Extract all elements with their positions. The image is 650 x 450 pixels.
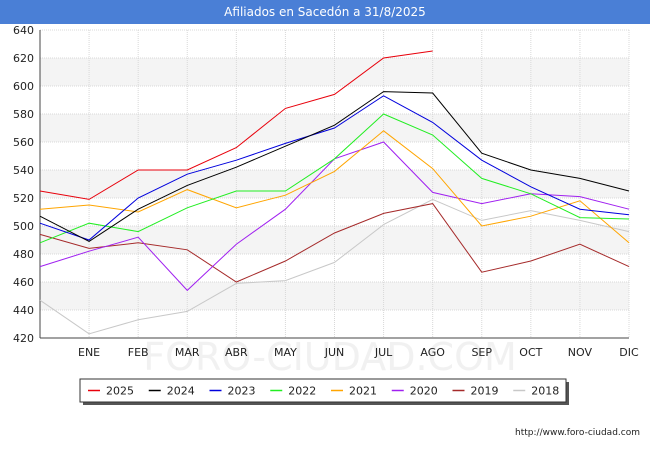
y-tick-label: 600: [13, 80, 34, 93]
y-tick-label: 420: [13, 332, 34, 345]
x-tick-label: AGO: [420, 346, 445, 359]
x-tick-label: OCT: [519, 346, 542, 359]
series-line-2023: [39, 95, 630, 241]
legend-label-2019: 2019: [471, 385, 499, 398]
legend-label-2023: 2023: [228, 385, 256, 398]
x-tick-label: JUL: [374, 346, 393, 359]
x-tick-label: SEP: [471, 346, 492, 359]
x-tick-label: ABR: [225, 346, 248, 359]
legend-label-2024: 2024: [167, 385, 195, 398]
series-line-2019: [39, 203, 630, 283]
y-tick-label: 540: [13, 164, 34, 177]
series-line-2024: [39, 91, 630, 242]
y-tick-label: 520: [13, 192, 34, 205]
source-credit: http://www.foro-ciudad.com: [515, 428, 640, 438]
series-line-2018: [39, 198, 630, 335]
x-tick-label: JUN: [324, 346, 345, 359]
y-tick-label: 500: [13, 220, 34, 233]
x-tick-label: ENE: [78, 346, 100, 359]
legend-label-2020: 2020: [410, 385, 438, 398]
y-tick-label: 560: [13, 136, 34, 149]
legend-label-2021: 2021: [349, 385, 377, 398]
x-tick-label: MAR: [175, 346, 200, 359]
y-tick-label: 580: [13, 108, 34, 121]
legend-label-2025: 2025: [106, 385, 134, 398]
y-tick-label: 640: [13, 24, 34, 37]
x-tick-label: NOV: [568, 346, 593, 359]
y-tick-label: 460: [13, 276, 34, 289]
chart-title: Afiliados en Sacedón a 31/8/2025: [0, 0, 650, 24]
x-tick-label: MAY: [274, 346, 297, 359]
y-tick-label: 440: [13, 304, 34, 317]
x-tick-label: FEB: [128, 346, 149, 359]
series-line-2021: [39, 130, 630, 244]
x-tick-label: DIC: [619, 346, 639, 359]
y-tick-label: 620: [13, 52, 34, 65]
legend-label-2018: 2018: [531, 385, 559, 398]
series-line-2025: [39, 50, 433, 200]
legend-label-2022: 2022: [288, 385, 316, 398]
series-line-2022: [39, 113, 630, 244]
y-tick-label: 480: [13, 248, 34, 261]
watermark-text: FORO-CIUDAD.COM: [143, 335, 517, 379]
legend: [79, 378, 567, 403]
